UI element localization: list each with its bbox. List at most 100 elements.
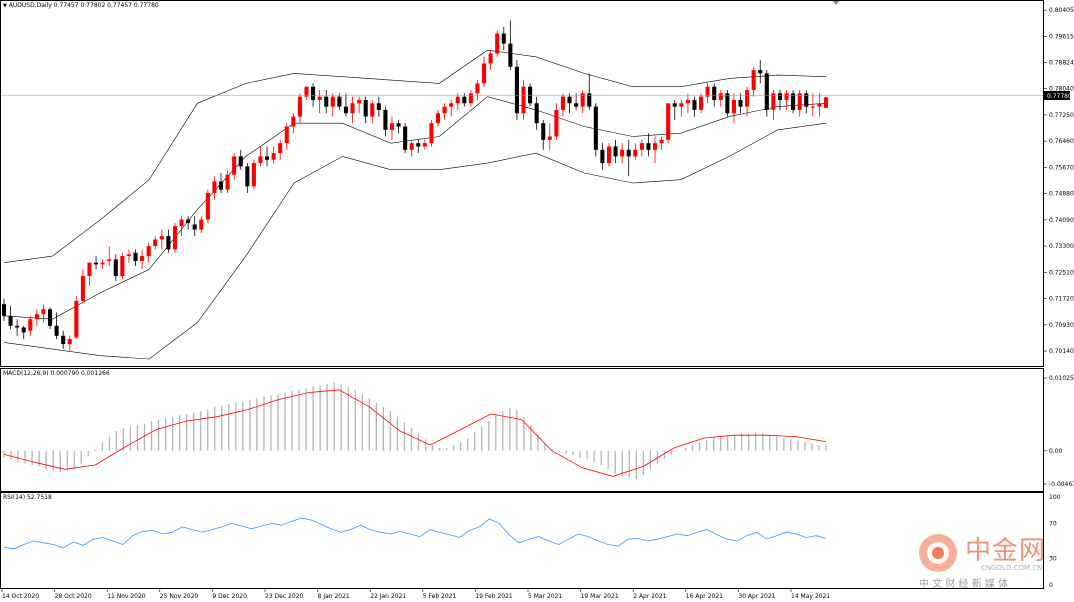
rsi-line [3, 517, 827, 550]
candle-body [304, 86, 309, 97]
candle-body [218, 181, 224, 190]
candle-body [212, 181, 217, 193]
candle-body [376, 103, 381, 110]
candle-body [245, 166, 250, 187]
price-tick-label: 0.77250 [1049, 112, 1074, 119]
candle-body [620, 149, 625, 157]
candle-body [712, 86, 717, 100]
candle-body [232, 156, 237, 175]
date-tick-label: 28 Oct 2020 [55, 593, 92, 600]
candle-body [488, 53, 493, 64]
rsi-line [3, 517, 827, 550]
candle-body [475, 83, 480, 94]
date-tick-label: 5 Mar 2021 [528, 593, 562, 600]
rsi-pane [0, 492, 1044, 589]
macd-label: MACD(12,26,9) 0.000790 0.001266 [3, 370, 110, 377]
symbol-header: ▼ AUDUSD,Daily 0.77457 0.77802 0.77457 0… [3, 2, 159, 9]
candle-body [626, 149, 631, 157]
candle-body [258, 156, 263, 164]
candle-body [633, 149, 638, 157]
candle-body [442, 106, 447, 114]
candle-body [363, 99, 368, 117]
current-price-label: 0.77780 [1047, 93, 1072, 100]
candle-body [324, 96, 329, 107]
candle-body [554, 109, 559, 137]
candle-body [587, 93, 592, 107]
candle-body [205, 192, 210, 220]
candle-body [34, 314, 39, 320]
price-tick-label: 0.71720 [1049, 296, 1074, 303]
candle-body [311, 86, 316, 100]
menu-arrow-icon[interactable]: ▼ [3, 3, 7, 9]
candle-body [810, 106, 815, 108]
date-tick-label: 2 Apr 2021 [633, 593, 666, 600]
shift-marker-icon[interactable] [833, 1, 839, 5]
date-tick-label: 8 Jan 2021 [318, 593, 350, 600]
candle-body [468, 93, 473, 104]
candle-body [495, 33, 500, 54]
candle-body [370, 103, 375, 117]
candle-body [120, 256, 125, 276]
price-tick-label: 0.74090 [1049, 217, 1074, 224]
candle-body [593, 106, 598, 150]
candle-body [343, 106, 348, 114]
candle-body [251, 163, 256, 187]
candle-body [403, 126, 408, 150]
date-tick-label: 11 Nov 2020 [107, 593, 146, 600]
candle-body [574, 103, 579, 107]
candle-body [225, 174, 230, 190]
candle-body [797, 93, 802, 110]
macd-tick-label: 0.010257 [1049, 375, 1074, 382]
candle-body [692, 99, 697, 110]
watermark-cn-sub: 中 文 财 经 新 媒 体 [919, 579, 1009, 590]
candle-body [54, 325, 59, 336]
candle-body [74, 300, 79, 338]
macd-signal-line [3, 389, 827, 477]
axes: 0.80405 0.79615 0.78824 0.78040 0.77250 0.764… [1, 7, 1074, 600]
candle-body [291, 116, 296, 127]
price-tick-label: 0.76460 [1049, 138, 1074, 145]
candle-body [784, 93, 789, 100]
macd-tick-label: 0.00 [1049, 448, 1063, 455]
candle-body [718, 93, 723, 100]
price-tick-label: 0.78824 [1049, 60, 1074, 67]
candle-body [172, 226, 178, 250]
rsi-tick-label: 0 [1049, 582, 1053, 589]
price-tick-label: 0.80405 [1049, 7, 1074, 14]
candle-body [389, 123, 395, 130]
candle-body [462, 96, 467, 104]
price-tick-label: 0.78040 [1049, 86, 1074, 93]
candle-body [192, 224, 197, 230]
price-tick-label: 0.75670 [1049, 164, 1074, 171]
candle-body [396, 123, 401, 127]
candle-body [15, 325, 20, 328]
candle-body [107, 259, 112, 262]
candle-body [383, 109, 388, 130]
candle-body [501, 33, 506, 44]
candle-body [534, 103, 539, 124]
price-tick-label: 0.72510 [1049, 269, 1074, 276]
candle-body [758, 70, 763, 74]
candle-body [659, 139, 664, 144]
candle-body [751, 70, 756, 91]
candle-body [80, 275, 85, 301]
candle-body [94, 262, 99, 265]
candle-body [409, 143, 414, 150]
candle-body [528, 86, 533, 104]
macd-tick-label: -0.004677 [1049, 481, 1074, 488]
candle-body [738, 99, 743, 107]
candle-body [666, 103, 671, 140]
macd-histogram [3, 382, 827, 480]
candle-body [47, 309, 53, 326]
candle-body [166, 236, 171, 250]
candle-body [600, 149, 605, 164]
candle-body [67, 339, 72, 345]
bollinger_lower-line [3, 122, 827, 360]
candle-body [449, 103, 454, 107]
price-tick-label: 0.70140 [1049, 348, 1074, 355]
candle-body [817, 103, 822, 107]
candle-body [541, 123, 546, 140]
date-tick-label: 5 Feb 2021 [423, 593, 457, 600]
candle-body [153, 239, 158, 247]
candle-body [416, 143, 421, 147]
